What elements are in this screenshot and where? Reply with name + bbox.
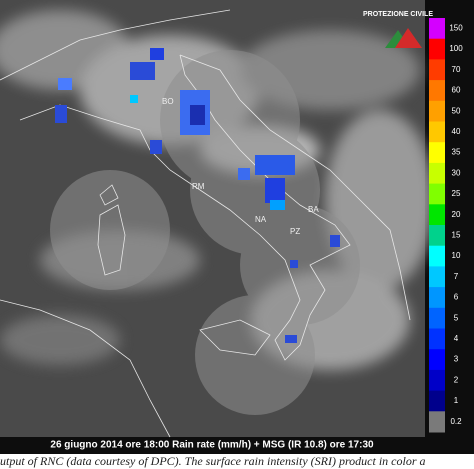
city-label: PZ [290,227,300,236]
scale-label: 6 [454,293,459,302]
figure-caption: utput of RNC (data courtesy of DPC). The… [0,454,426,468]
scale-label: 70 [452,65,461,74]
color-swatch [429,121,445,143]
scale-label: 3 [454,355,459,364]
radar-map: BO RM NA BA PZ PROTEZIONE CIVILE 1501007… [0,0,474,454]
scale-label: 10 [452,251,461,260]
color-swatch [429,204,445,226]
city-label: BA [308,205,319,214]
color-swatch [429,80,445,102]
color-swatch [429,287,445,309]
city-label: RM [192,182,205,191]
scale-label: 40 [452,127,461,136]
color-swatch [429,307,445,329]
color-swatch [429,162,445,185]
color-swatch [429,18,445,40]
color-swatch [429,390,445,412]
scale-label: 1 [454,396,459,405]
color-swatch [429,142,445,164]
logo: PROTEZIONE CIVILE [363,11,433,48]
color-swatch [429,411,445,433]
scale-label: 30 [452,168,461,177]
scale-label: 60 [452,86,461,95]
scale-label: 20 [452,210,461,219]
color-swatch [429,245,445,267]
scale-label: 35 [452,148,461,157]
color-swatch [429,183,445,205]
color-swatch [429,225,445,247]
scale-label: 150 [449,23,463,32]
scale-label: 2 [454,375,459,384]
scale-label: 5 [454,313,459,322]
city-label: NA [255,215,267,224]
color-swatch [429,38,445,60]
scale-label: 15 [452,230,461,239]
color-swatch [429,266,445,288]
rain-echoes [55,48,340,343]
scale-label: 50 [452,106,461,115]
scale-label: 25 [452,189,461,198]
color-swatch [429,349,445,371]
color-swatch [429,100,445,122]
color-scale: 150 100 70 60 50 40 35 30 25 20 15 10 7 6 5 4 3 2 1 0.2 [429,18,463,433]
city-label: BO [162,97,174,106]
color-swatch [429,328,445,350]
logo-text: PROTEZIONE CIVILE [363,11,433,18]
scale-label: 100 [449,44,463,53]
scale-label: 0.2 [450,417,462,426]
color-swatch [429,59,445,81]
scale-label: 7 [454,272,459,281]
map-caption: 26 giugno 2014 ore 18:00 Rain rate (mm/h… [50,440,374,451]
scale-label: 4 [454,334,459,343]
city-labels: BO RM NA BA PZ [162,97,319,236]
color-swatch [429,369,445,392]
